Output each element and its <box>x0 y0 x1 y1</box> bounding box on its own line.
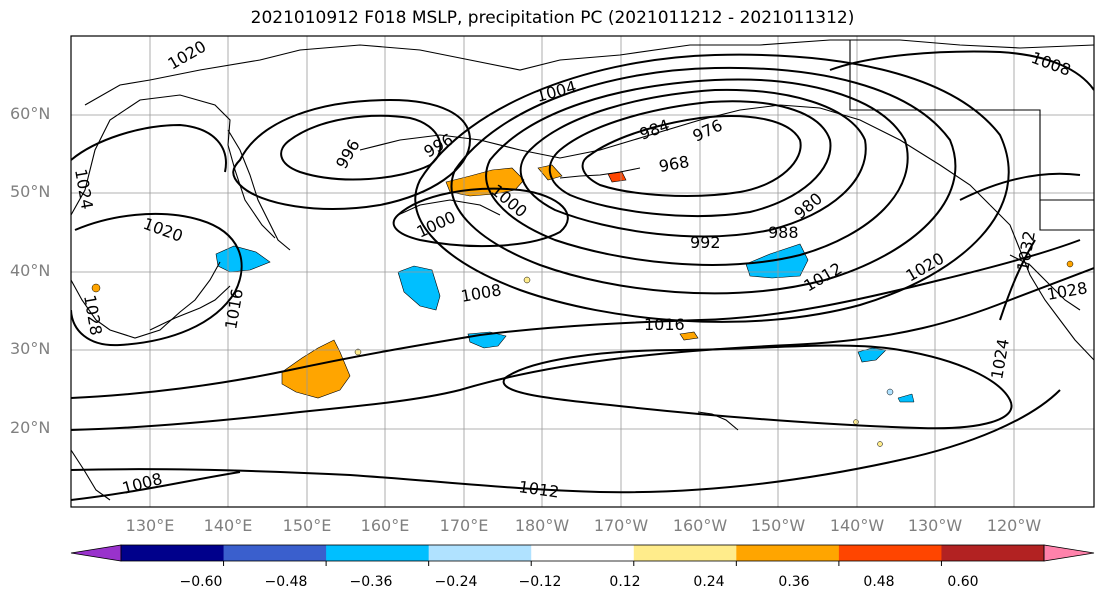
contour-label: 992 <box>690 233 721 252</box>
contour-label: 1020 <box>165 37 210 74</box>
colorbar-segment <box>531 545 635 561</box>
lon-label: 160°E <box>360 516 410 535</box>
contour-label: 1032 <box>1013 229 1039 272</box>
lat-label: 40°N <box>10 261 51 280</box>
precip-negative-patch <box>397 265 441 311</box>
contour-label: 1008 <box>1029 48 1074 80</box>
contour-label: 1008 <box>120 469 164 498</box>
colorbar-segment <box>633 545 737 561</box>
colorbar-tick-label: 0.12 <box>609 574 641 590</box>
lon-label: 130°E <box>125 516 175 535</box>
contour-label: 996 <box>332 136 364 172</box>
contour-label: 976 <box>690 115 726 145</box>
map-title: 2021010912 F018 MSLP, precipitation PC (… <box>250 8 855 28</box>
colorbar-tick-label: −0.36 <box>349 574 393 590</box>
lon-label: 180°W <box>514 516 570 535</box>
colorbar-segment <box>941 545 1045 561</box>
colorbar-tick-label: 0.48 <box>863 574 895 590</box>
contour-label: 984 <box>637 115 672 143</box>
colorbar-frame <box>120 544 1045 562</box>
precip-negative-patch <box>215 245 271 273</box>
lat-label: 60°N <box>10 104 51 123</box>
lon-label: 150°E <box>282 516 332 535</box>
lon-label: 170°E <box>439 516 489 535</box>
lat-label: 30°N <box>10 339 51 358</box>
lon-label: 130°W <box>907 516 963 535</box>
colorbar-tick-label: −0.24 <box>434 574 478 590</box>
colorbar <box>70 544 1095 566</box>
colorbar-segment <box>428 545 532 561</box>
map-frame <box>70 35 1095 508</box>
contour-label: 988 <box>768 223 799 242</box>
contour-label: 1012 <box>517 477 560 501</box>
contour-label: 1020 <box>141 214 186 246</box>
contour-label: 968 <box>657 152 690 176</box>
lon-label: 140°E <box>203 516 253 535</box>
contour-label: 1016 <box>644 315 685 334</box>
contour-label: 1024 <box>987 337 1013 380</box>
lon-label: 150°W <box>750 516 806 535</box>
contour-label: 1008 <box>459 280 502 306</box>
colorbar-tick-label: 0.36 <box>778 574 810 590</box>
lat-label: 20°N <box>10 418 51 437</box>
colorbar-segment <box>838 545 942 561</box>
colorbar-tick-label: 0.24 <box>693 574 725 590</box>
contour-label: 1012 <box>801 259 846 296</box>
lon-label: 140°W <box>829 516 885 535</box>
colorbar-tick-label: −0.60 <box>179 574 223 590</box>
colorbar-segment <box>223 545 327 561</box>
contour-label: 1028 <box>1045 278 1088 304</box>
isobars <box>71 50 1094 501</box>
gridlines <box>71 36 1094 507</box>
precip-positive-patch <box>281 339 351 399</box>
colorbar-segment <box>121 545 225 561</box>
lon-label: 170°W <box>593 516 649 535</box>
precip-negative-patch <box>857 347 887 363</box>
lon-label: 160°W <box>672 516 728 535</box>
precip-positive-patch <box>679 331 699 341</box>
contour-label: 1004 <box>534 77 578 106</box>
colorbar-extend-low <box>70 544 122 562</box>
lat-label: 50°N <box>10 182 51 201</box>
contour-label: 1028 <box>80 293 106 336</box>
colorbar-tick-label: 0.60 <box>947 574 979 590</box>
contour-label: 1024 <box>71 167 97 210</box>
contour-label: 1000 <box>414 207 459 241</box>
lon-label: 120°W <box>986 516 1042 535</box>
colorbar-extend-high <box>1043 544 1095 562</box>
colorbar-tick-label: −0.48 <box>264 574 308 590</box>
colorbar-segment <box>736 545 840 561</box>
contour-label: 1016 <box>221 287 247 330</box>
colorbar-tick-label: −0.12 <box>518 574 562 590</box>
precip-negative-patch <box>745 243 809 279</box>
colorbar-segment <box>326 545 430 561</box>
